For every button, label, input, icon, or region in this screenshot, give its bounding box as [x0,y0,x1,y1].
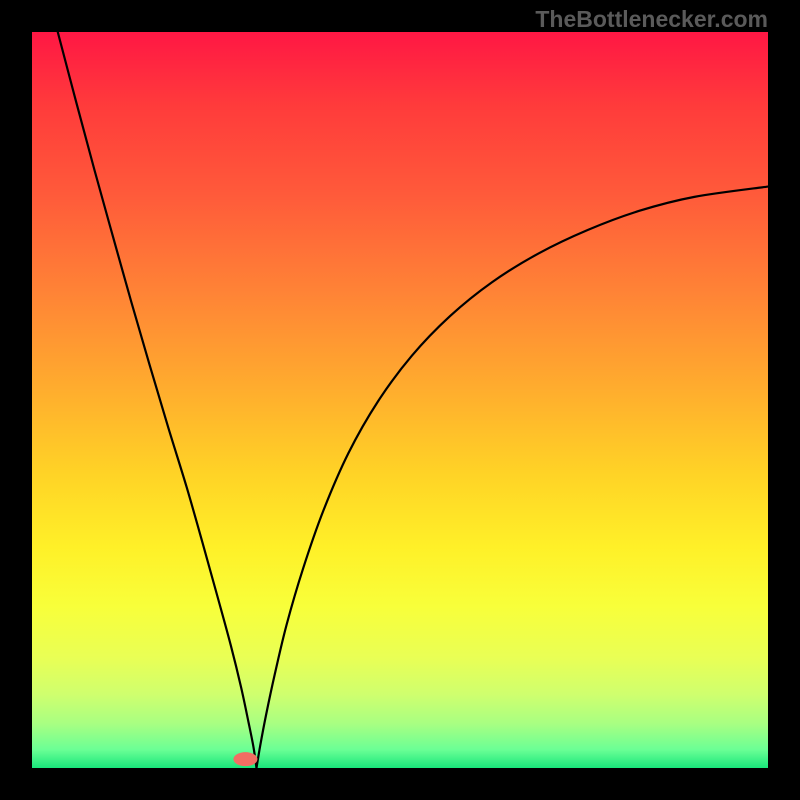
bottleneck-chart [0,0,800,800]
chart-container: TheBottlenecker.com [0,0,800,800]
cusp-marker [233,752,257,766]
plot-area [32,32,768,768]
watermark-label: TheBottlenecker.com [535,6,768,33]
